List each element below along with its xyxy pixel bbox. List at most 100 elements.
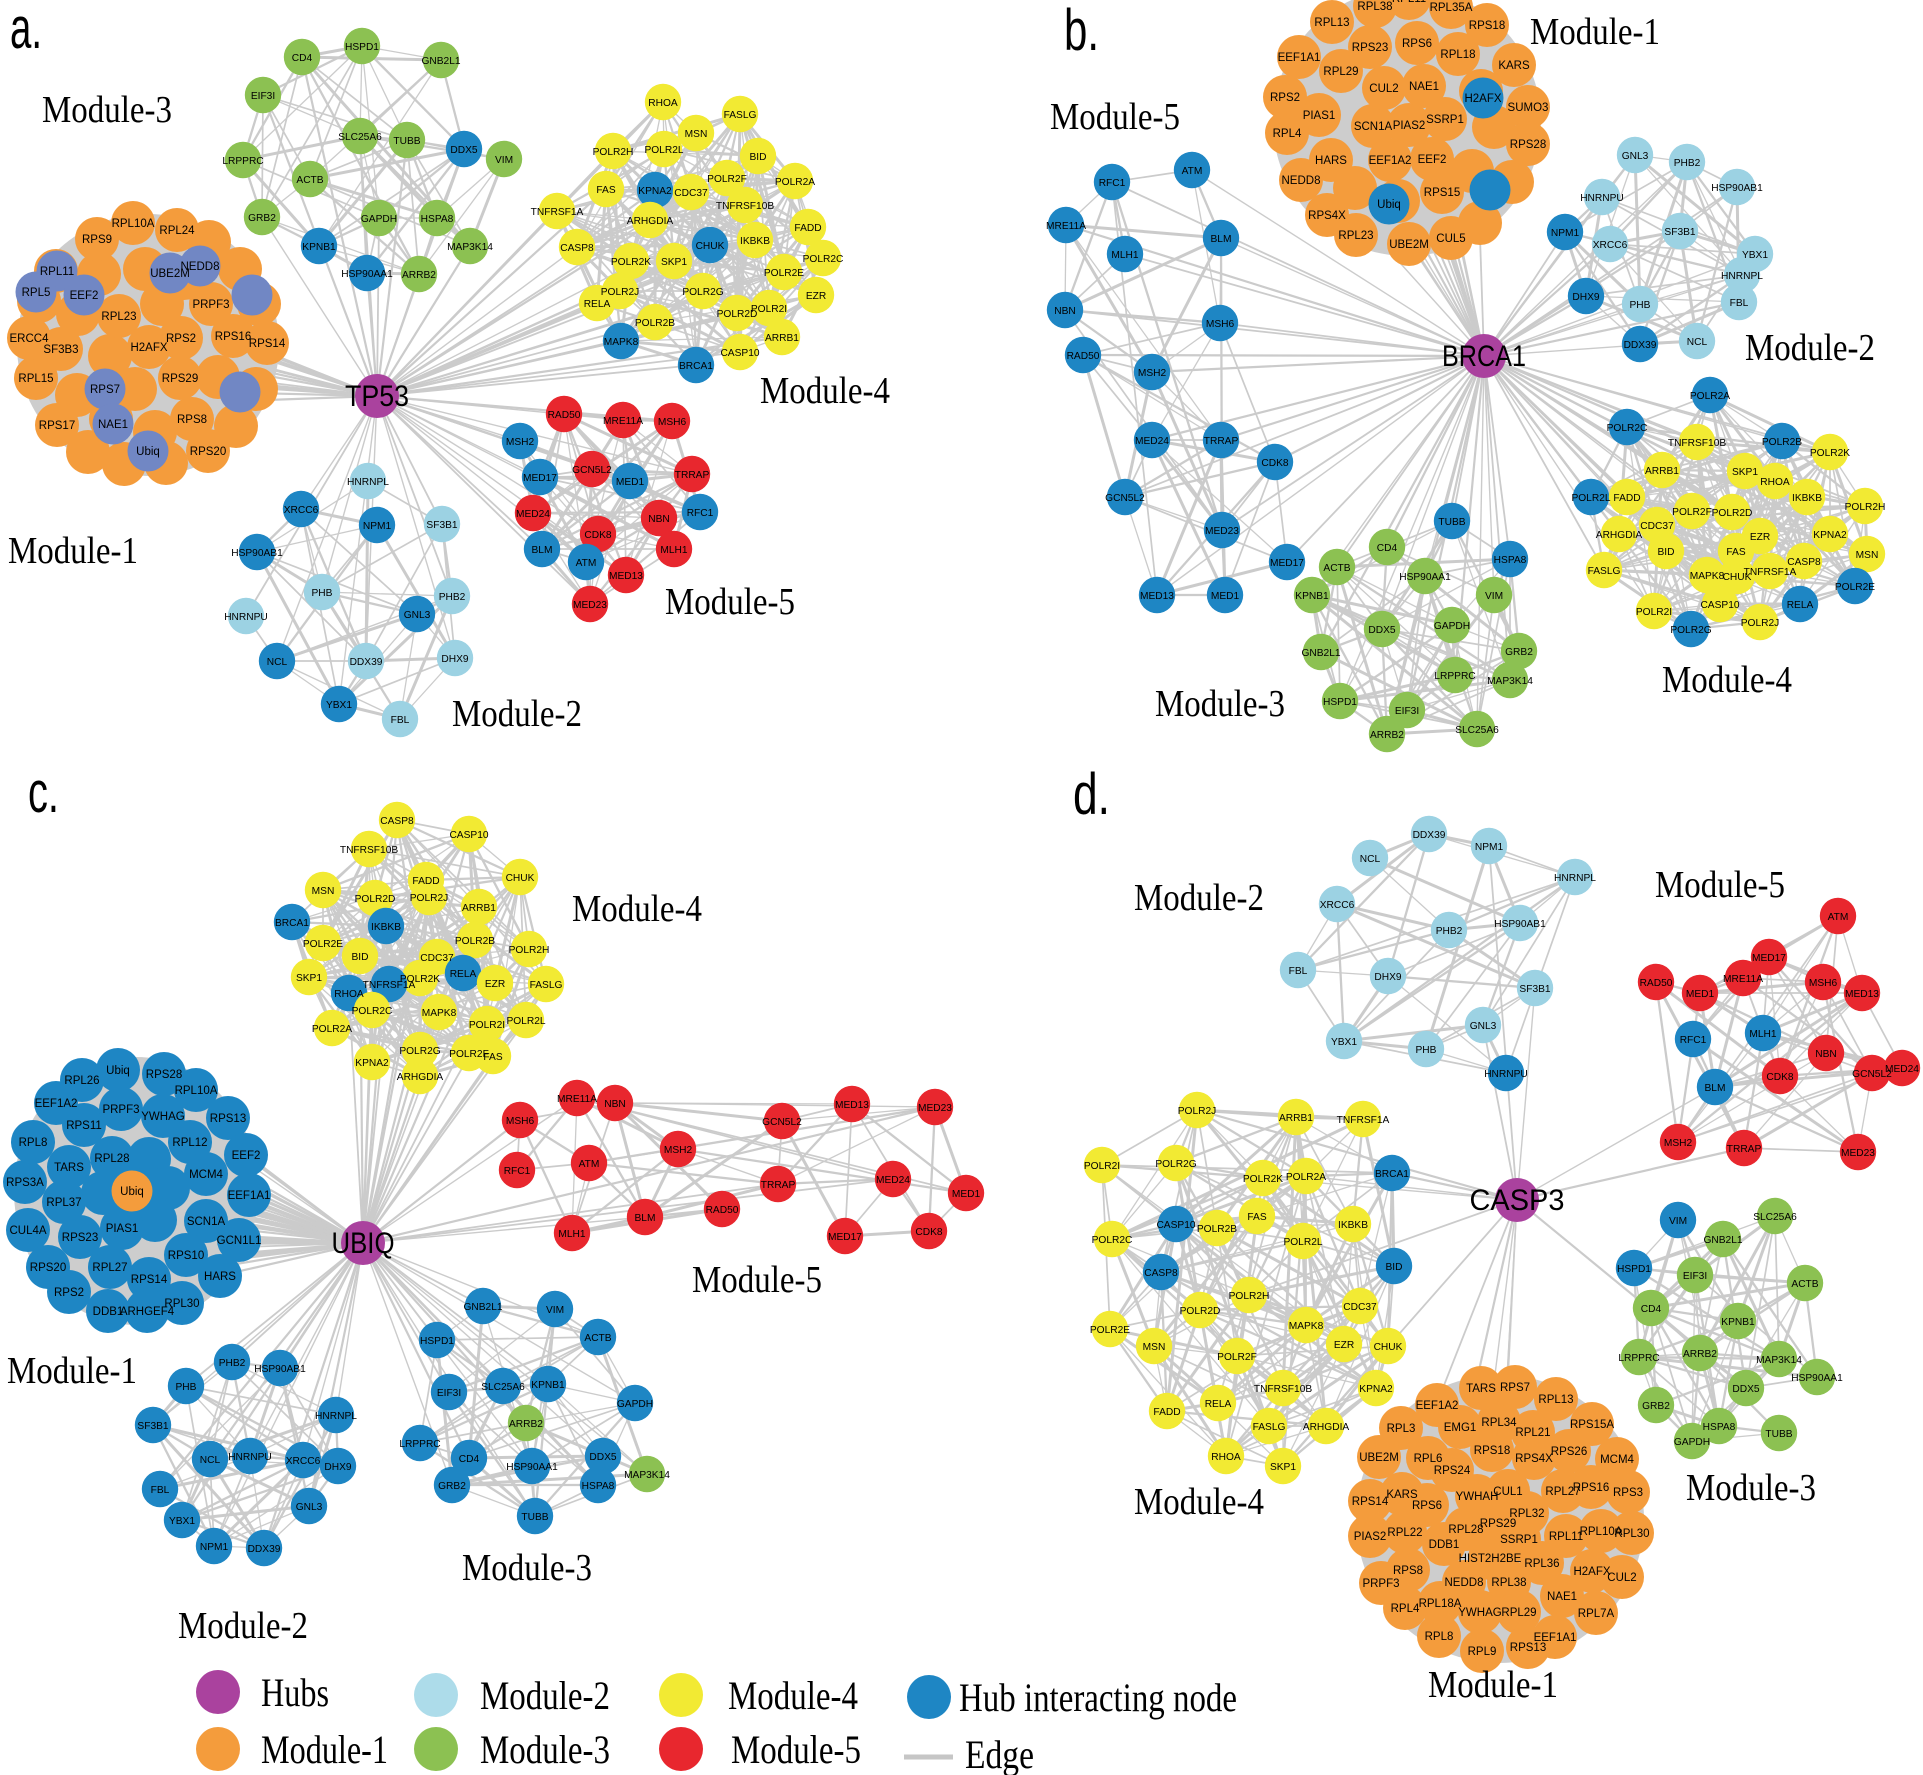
svg-text:SKP1: SKP1 [661,257,687,268]
svg-text:POLR2B: POLR2B [635,318,675,329]
svg-text:ACTB: ACTB [584,1333,611,1344]
svg-text:CASP10: CASP10 [720,348,759,359]
svg-text:BRCA1: BRCA1 [275,918,309,929]
svg-text:HNRNPU: HNRNPU [1580,193,1624,204]
svg-text:RPL23: RPL23 [1338,230,1373,242]
svg-text:CUL4A: CUL4A [9,1225,46,1237]
svg-text:RPL29: RPL29 [1323,66,1358,78]
svg-text:POLR2K: POLR2K [611,257,651,268]
svg-text:H2AFX: H2AFX [1464,93,1501,105]
svg-text:RELA: RELA [450,969,477,980]
svg-text:CASP8: CASP8 [1144,1268,1178,1279]
svg-text:CDC37: CDC37 [674,188,708,199]
svg-text:SF3B3: SF3B3 [43,344,78,356]
svg-text:FASLG: FASLG [1588,566,1621,577]
svg-text:Module-1: Module-1 [8,530,138,572]
svg-text:POLR2C: POLR2C [1092,1235,1133,1246]
svg-text:ATM: ATM [1828,912,1849,923]
svg-text:MAP3K14: MAP3K14 [1756,1355,1802,1366]
svg-text:ARRB1: ARRB1 [1279,1113,1313,1124]
svg-text:CD4: CD4 [292,53,313,64]
svg-text:ARHGDIA: ARHGDIA [1303,1422,1350,1433]
svg-text:RPL38: RPL38 [1357,1,1392,13]
svg-text:KARS: KARS [1386,1489,1418,1501]
svg-text:RPS13: RPS13 [210,1113,246,1125]
svg-text:Module-1: Module-1 [1428,1664,1558,1706]
svg-text:HSPD1: HSPD1 [1617,1264,1651,1275]
svg-text:RPS14: RPS14 [131,1274,168,1286]
svg-text:GRB2: GRB2 [248,213,276,224]
svg-text:RPS4X: RPS4X [1308,210,1346,222]
svg-text:POLR2F: POLR2F [449,1049,489,1060]
svg-text:MRE11A: MRE11A [1046,221,1086,232]
svg-text:DHX9: DHX9 [1572,292,1600,303]
svg-text:RFC1: RFC1 [504,1166,531,1177]
svg-text:ERCC4: ERCC4 [10,333,50,345]
svg-text:XRCC6: XRCC6 [1320,900,1355,911]
svg-text:CHUK: CHUK [506,873,535,884]
svg-text:MED24: MED24 [876,1175,910,1186]
svg-text:POLR2I: POLR2I [1636,607,1672,618]
svg-text:FBL: FBL [1289,966,1308,977]
svg-text:KPNB1: KPNB1 [302,242,336,253]
svg-text:MED23: MED23 [573,600,607,611]
svg-text:TRRAP: TRRAP [675,470,710,481]
svg-text:SSRP1: SSRP1 [1500,1534,1538,1546]
svg-text:MLH1: MLH1 [1111,250,1139,261]
svg-text:EEF1A2: EEF1A2 [1369,155,1412,167]
svg-text:ARRB2: ARRB2 [1683,1349,1717,1360]
svg-text:RPL8: RPL8 [19,1137,48,1149]
svg-text:GNB2L1: GNB2L1 [421,56,460,67]
svg-text:RFC1: RFC1 [1099,178,1126,189]
svg-text:TARS: TARS [54,1162,84,1174]
svg-text:VIM: VIM [546,1305,564,1316]
svg-text:RHOA: RHOA [334,989,364,1000]
svg-text:POLR2J: POLR2J [1178,1106,1217,1117]
svg-text:POLR2B: POLR2B [1197,1224,1237,1235]
svg-text:BLM: BLM [1211,234,1232,245]
svg-text:CASP10: CASP10 [449,830,488,841]
svg-text:RPL18A: RPL18A [1419,1598,1462,1610]
svg-text:SCN1A: SCN1A [1354,121,1393,133]
svg-text:TNFRSF10B: TNFRSF10B [340,845,399,856]
svg-text:RPL10A: RPL10A [112,218,155,230]
svg-text:RAD50: RAD50 [706,1205,739,1216]
svg-text:ARRB2: ARRB2 [402,270,436,281]
svg-text:HSP90AA1: HSP90AA1 [506,1462,558,1473]
svg-text:ATM: ATM [1182,166,1203,177]
svg-text:PHB: PHB [176,1382,197,1393]
svg-text:GNB2L1: GNB2L1 [463,1302,502,1313]
svg-text:RELA: RELA [584,299,611,310]
svg-text:SF3B1: SF3B1 [1664,227,1695,238]
svg-text:RPS14: RPS14 [249,338,286,350]
svg-text:HSP90AA1: HSP90AA1 [1791,1373,1843,1384]
svg-text:SLC25A6: SLC25A6 [1753,1212,1797,1223]
svg-text:POLR2E: POLR2E [303,939,343,950]
svg-text:PHB2: PHB2 [439,592,466,603]
svg-text:TP53: TP53 [345,380,409,413]
svg-text:PRPF3: PRPF3 [1362,1578,1399,1590]
svg-text:RPS23: RPS23 [62,1232,98,1244]
svg-text:POLR2G: POLR2G [1670,625,1711,636]
svg-text:DDX5: DDX5 [589,1452,617,1463]
svg-text:RPL18: RPL18 [1440,49,1475,61]
svg-text:MED23: MED23 [1841,1148,1875,1159]
svg-text:RPL11: RPL11 [1392,0,1426,5]
svg-text:MSN: MSN [685,129,708,140]
svg-text:MSH6: MSH6 [1206,319,1235,330]
svg-text:RPS28: RPS28 [1510,139,1546,151]
svg-text:ARRB1: ARRB1 [765,333,799,344]
svg-text:RPL26: RPL26 [64,1075,99,1087]
svg-text:XRCC6: XRCC6 [286,1456,321,1467]
svg-text:NPM1: NPM1 [363,521,392,532]
svg-text:POLR2L: POLR2L [644,145,683,156]
svg-text:MED24: MED24 [1885,1064,1919,1075]
svg-text:EEF1A2: EEF1A2 [1416,1400,1459,1412]
svg-text:BLM: BLM [635,1213,656,1224]
svg-text:Module-5: Module-5 [665,581,795,623]
svg-text:H2AFX: H2AFX [130,342,167,354]
svg-text:CASP8: CASP8 [1787,557,1821,568]
svg-text:CDK8: CDK8 [1766,1072,1794,1083]
svg-text:d.: d. [1073,762,1110,827]
svg-text:NPM1: NPM1 [200,1542,229,1553]
